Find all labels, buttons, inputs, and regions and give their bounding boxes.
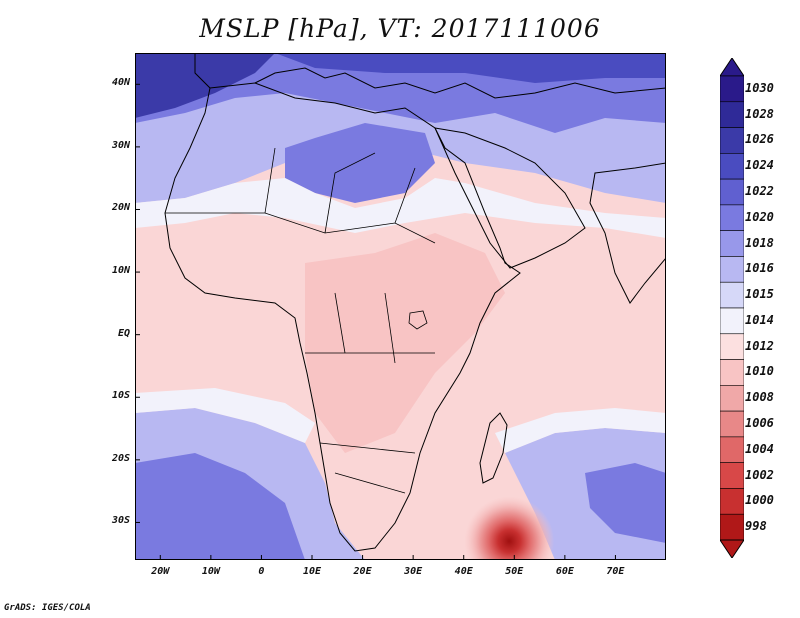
colorbar-label: 1000 <box>745 493 774 508</box>
colorbar-label: 1026 <box>745 132 774 147</box>
colorbar-label: 1020 <box>745 209 774 224</box>
colorbar-bottom-arrow <box>720 539 744 558</box>
colorbar-swatch <box>720 256 744 283</box>
colorbar-swatch <box>720 230 744 257</box>
lon-tick-label: 10E <box>302 566 322 577</box>
colorbar-label: 1028 <box>745 106 774 121</box>
country-borders <box>165 147 436 494</box>
colorbar-label: 1016 <box>745 261 774 276</box>
lon-tick-label: 40E <box>454 566 473 577</box>
lat-tick-label: 10S <box>111 390 130 402</box>
map-title: MSLP [hPa], VT: 2017111006 <box>199 14 601 43</box>
lat-tick-label: 40N <box>111 77 130 89</box>
colorbar <box>720 58 744 558</box>
colorbar-label: 1022 <box>745 184 774 198</box>
colorbar-label: 1015 <box>745 287 774 302</box>
colorbar-swatch <box>720 436 744 463</box>
lat-tick-label: 20S <box>111 452 130 464</box>
europe-coastline <box>194 53 666 99</box>
colorbar-label: 1010 <box>745 364 774 379</box>
colorbar-swatch <box>720 281 744 309</box>
colorbar-label: 1002 <box>745 467 774 482</box>
colorbar-label: 1008 <box>745 390 774 405</box>
sahara-high <box>285 123 435 203</box>
lat-tick-label: 30N <box>111 139 130 151</box>
colorbar-label: 1018 <box>745 235 774 250</box>
lon-tick-label: 60E <box>555 566 574 577</box>
arabia-coastline <box>434 127 586 269</box>
lon-tick-label: 0 <box>258 566 265 577</box>
colorbar-label: 1012 <box>745 338 774 353</box>
colorbar-top-arrow <box>720 58 744 77</box>
colorbar-swatch <box>720 75 744 103</box>
lon-tick-label: 20W <box>151 566 170 577</box>
madagascar-coastline <box>479 412 508 484</box>
north-high-core <box>275 53 666 83</box>
south-high-inner <box>135 453 305 560</box>
pressure-map <box>135 53 666 560</box>
lon-tick-label: 70E <box>606 566 625 577</box>
continental-low <box>305 233 505 453</box>
lat-tick-label: 20N <box>111 202 130 214</box>
colorbar-swatch <box>720 513 744 541</box>
colorbar-swatch <box>720 178 744 206</box>
colorbar-swatch <box>720 488 744 515</box>
colorbar-label: 1024 <box>745 158 774 173</box>
lon-tick-label: 30E <box>404 566 423 577</box>
colorbar-swatch <box>720 462 744 489</box>
lat-tick-label: 10N <box>111 265 130 277</box>
map-frame <box>135 53 666 560</box>
colorbar-swatch <box>720 127 744 154</box>
southeast-transition <box>495 408 666 453</box>
lake-victoria <box>408 310 428 330</box>
southeast-high-inner <box>585 463 666 543</box>
south-transition <box>135 388 315 443</box>
credit-text: GrADS: IGES/COLA <box>4 603 91 613</box>
lon-tick-label: 50E <box>505 566 524 577</box>
lon-tick-label: 10W <box>201 566 220 577</box>
colorbar-label: 1004 <box>745 441 774 456</box>
lat-tick-label: EQ <box>117 327 130 339</box>
colorbar-swatch <box>720 333 744 360</box>
india-coastline <box>589 162 666 304</box>
colorbar-swatch <box>720 385 744 412</box>
colorbar-swatch <box>720 307 744 335</box>
colorbar-swatch <box>720 101 744 128</box>
colorbar-swatch <box>720 410 744 438</box>
northwest-high-core <box>135 53 275 118</box>
colorbar-swatch <box>720 153 744 180</box>
colorbar-label: 1014 <box>745 312 774 327</box>
colorbar-label: 1006 <box>745 416 774 430</box>
low-pressure-center <box>464 496 555 560</box>
africa-coastline <box>164 82 521 552</box>
colorbar-label: 1030 <box>745 80 774 95</box>
lon-tick-label: 20E <box>353 566 372 577</box>
colorbar-label: 998 <box>745 519 767 534</box>
colorbar-swatch <box>720 204 744 231</box>
lat-tick-label: 30S <box>111 515 130 527</box>
colorbar-swatch <box>720 359 744 386</box>
